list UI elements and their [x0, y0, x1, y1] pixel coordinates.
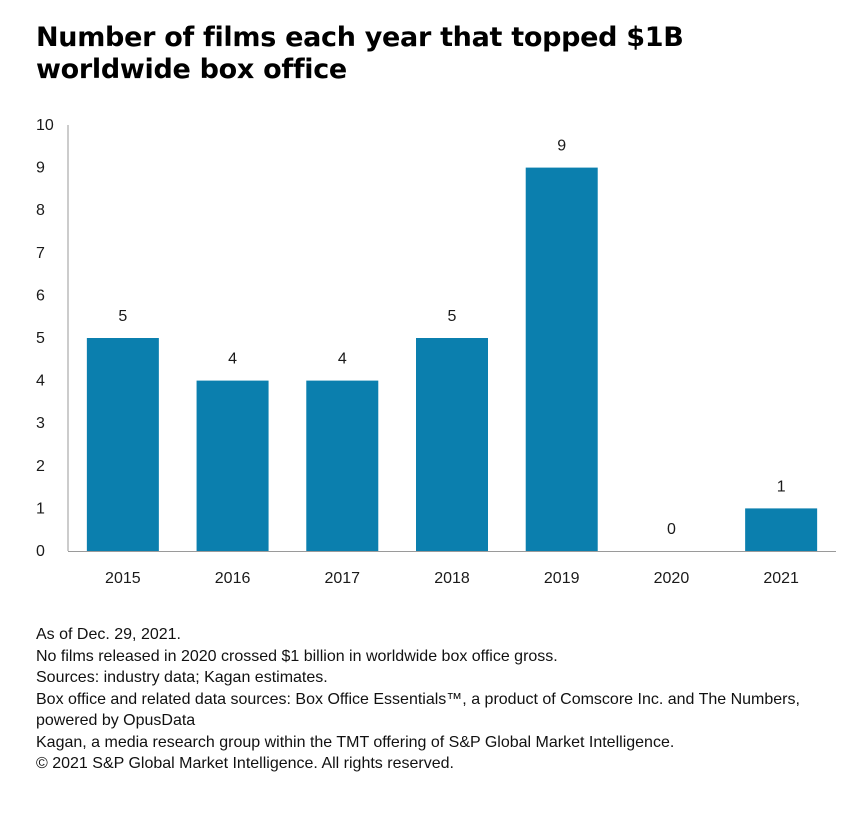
y-tick-label: 10: [36, 117, 54, 134]
y-tick-label: 0: [36, 543, 45, 560]
note-data-sources: Box office and related data sources: Box…: [36, 690, 800, 730]
x-tick-label: 2018: [434, 570, 470, 587]
y-tick-label: 7: [36, 245, 45, 262]
y-tick-label: 5: [36, 330, 45, 347]
chart-notes: As of Dec. 29, 2021. No films released i…: [36, 624, 856, 775]
bar: [416, 338, 488, 551]
x-tick-label: 2020: [654, 570, 690, 587]
data-label: 0: [667, 521, 676, 538]
chart-title: Number of films each year that topped $1…: [36, 22, 684, 85]
y-tick-label: 8: [36, 202, 45, 219]
note-kagan: Kagan, a media research group within the…: [36, 733, 675, 751]
bar: [196, 380, 269, 551]
data-label: 5: [118, 308, 127, 325]
y-tick-label: 9: [36, 160, 45, 177]
note-copyright: © 2021 S&P Global Market Intelligence. A…: [36, 755, 454, 772]
x-tick-label: 2019: [544, 570, 580, 587]
bar-chart: 0 1 2 3 4 5 6 7 8 9 10 5 2015 4 2016 4 2017 5 2018 9 2019 0 20…: [36, 117, 836, 587]
x-tick-label: 2016: [215, 570, 251, 587]
data-label: 4: [228, 351, 237, 368]
y-tick-label: 4: [36, 373, 45, 390]
x-tick-label: 2015: [105, 570, 141, 587]
y-tick-label: 3: [36, 415, 45, 432]
data-label: 4: [338, 351, 347, 368]
data-label: 5: [448, 308, 457, 325]
bar: [745, 508, 818, 551]
bar: [525, 167, 598, 551]
data-label: 9: [557, 138, 566, 155]
y-tick-label: 2: [36, 458, 45, 475]
data-label: 1: [777, 478, 786, 495]
x-tick-label: 2017: [324, 570, 360, 587]
y-tick-label: 1: [36, 500, 45, 517]
y-tick-label: 6: [36, 287, 45, 304]
bar: [86, 338, 159, 551]
note-2020: No films released in 2020 crossed $1 bil…: [36, 647, 558, 665]
note-as-of: As of Dec. 29, 2021.: [36, 626, 181, 643]
x-tick-label: 2021: [763, 570, 799, 587]
bar: [306, 380, 379, 551]
note-sources: Sources: industry data; Kagan estimates.: [36, 669, 328, 686]
